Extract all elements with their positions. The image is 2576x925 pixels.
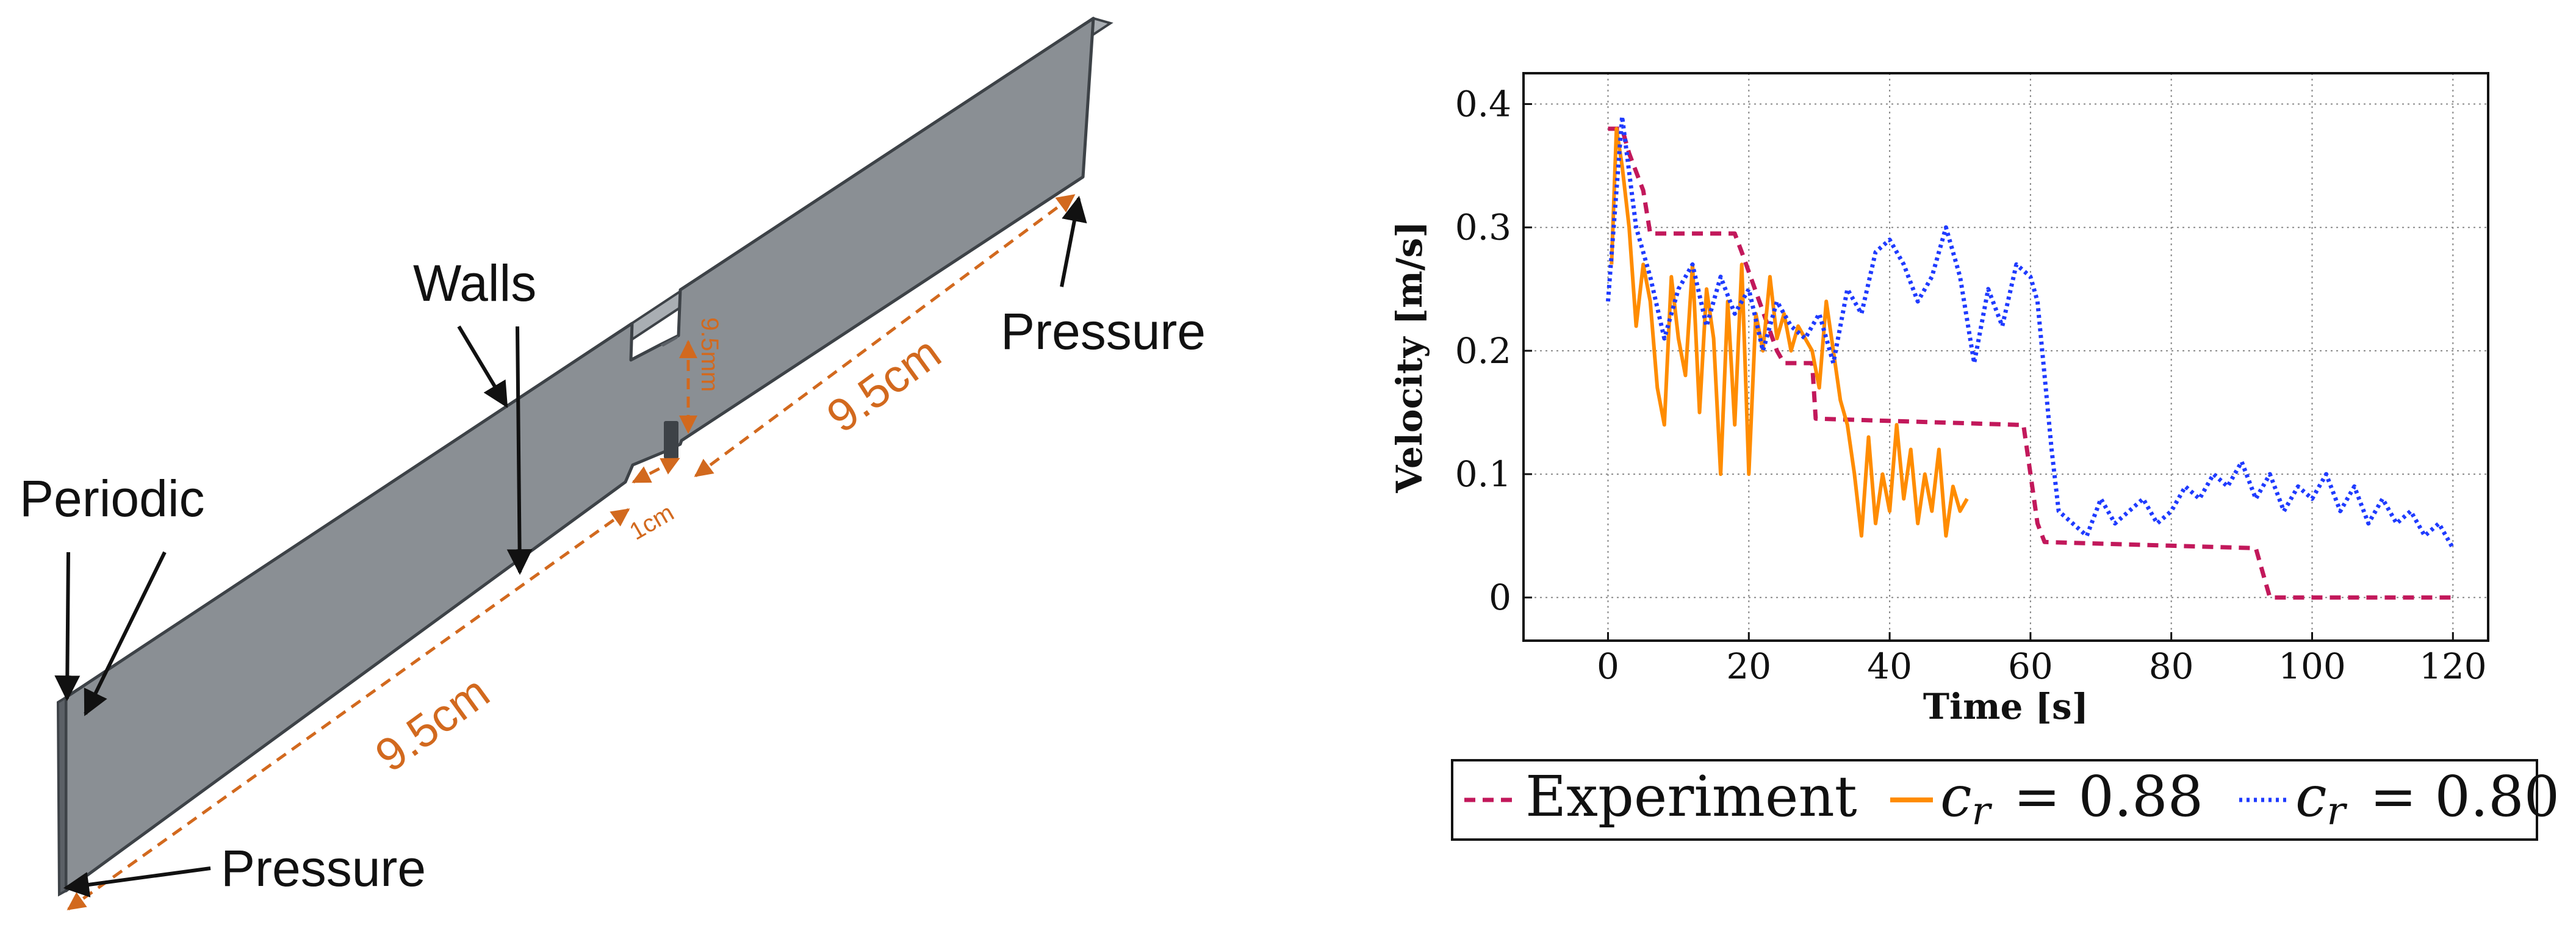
- series-line-1: [1610, 127, 1969, 538]
- chart-grid: [1524, 73, 2488, 641]
- legend-label-experiment: Experiment: [1525, 764, 1857, 829]
- y-tick-label: 0: [1489, 577, 1511, 618]
- dim-line-notch: [631, 457, 680, 484]
- label-periodic: Periodic: [20, 470, 204, 527]
- chart-ticks: 0 20 40 60 80 100 120 0 0.1 0.2 0.3 0.4: [1455, 84, 2487, 687]
- arrow-pressure-top: [1060, 195, 1087, 287]
- label-walls: Walls: [413, 254, 536, 312]
- notch-shadow: [660, 336, 678, 347]
- plot-frame: [1522, 72, 2489, 642]
- chart-legend: Experiment cr = 0.88 cr = 0.80: [1451, 759, 2560, 841]
- y-tick-label: 0.1: [1455, 453, 1511, 495]
- series-line-0: [1608, 126, 2453, 600]
- legend-symbol-cr088: cr: [1940, 764, 1993, 834]
- legend-c-cr080: c: [2295, 764, 2327, 829]
- x-tick-label: 20: [1726, 646, 1771, 687]
- x-tick-label: 0: [1597, 646, 1619, 687]
- y-axis-label: Velocity [m/s]: [1389, 221, 1430, 493]
- channel-left-face: [56, 695, 67, 897]
- arrow-walls-face: [506, 326, 533, 575]
- series-line-2: [1606, 114, 2455, 550]
- legend-symbol-cr080: cr: [2295, 764, 2348, 834]
- y-tick-label: 0.2: [1455, 330, 1511, 372]
- legend-frame: [1451, 759, 2538, 841]
- x-tick-label: 40: [1867, 646, 1912, 687]
- label-dim-upper: 9.5cm: [818, 326, 950, 442]
- chart-series: [1606, 114, 2455, 600]
- x-tick-label: 60: [2008, 646, 2053, 687]
- arrow-periodic-2: [84, 551, 167, 716]
- notch-pin: [664, 421, 678, 459]
- y-tick-label: 0.3: [1455, 207, 1511, 248]
- y-tick-label: 0.4: [1455, 84, 1511, 125]
- label-dim-notch: 1cm: [625, 499, 678, 545]
- legend-c-cr088: c: [1940, 764, 1972, 829]
- legend-r-cr088: r: [1972, 789, 1993, 834]
- x-tick-label: 80: [2149, 646, 2194, 687]
- label-pressure-top: Pressure: [1001, 303, 1206, 360]
- dim-line-lower: [67, 508, 630, 911]
- arrow-periodic-1: [54, 552, 81, 702]
- arrow-walls-edge: [457, 325, 508, 408]
- legend-r-cr080: r: [2327, 789, 2348, 834]
- dimension-lines: [67, 193, 1076, 911]
- channel-front-face: [64, 16, 1095, 893]
- channel-geometry: [56, 16, 1114, 897]
- x-tick-label: 120: [2419, 646, 2487, 687]
- x-tick-label: 100: [2278, 646, 2346, 687]
- dim-line-upper: [694, 193, 1076, 478]
- velocity-chart: 0 20 40 60 80 100 120 0 0.1 0.2 0.3 0.4 Time [s] Ve…: [1389, 72, 2560, 841]
- label-pressure-bottom: Pressure: [221, 840, 426, 897]
- legend-label-cr080: = 0.80: [2370, 764, 2560, 829]
- x-axis-label: Time [s]: [1923, 686, 2089, 727]
- label-dim-gap: 9.5mm: [696, 317, 723, 392]
- arrow-pressure-bottom: [63, 866, 211, 898]
- callout-arrows: [54, 195, 1087, 898]
- legend-label-cr088: = 0.88: [2013, 764, 2203, 829]
